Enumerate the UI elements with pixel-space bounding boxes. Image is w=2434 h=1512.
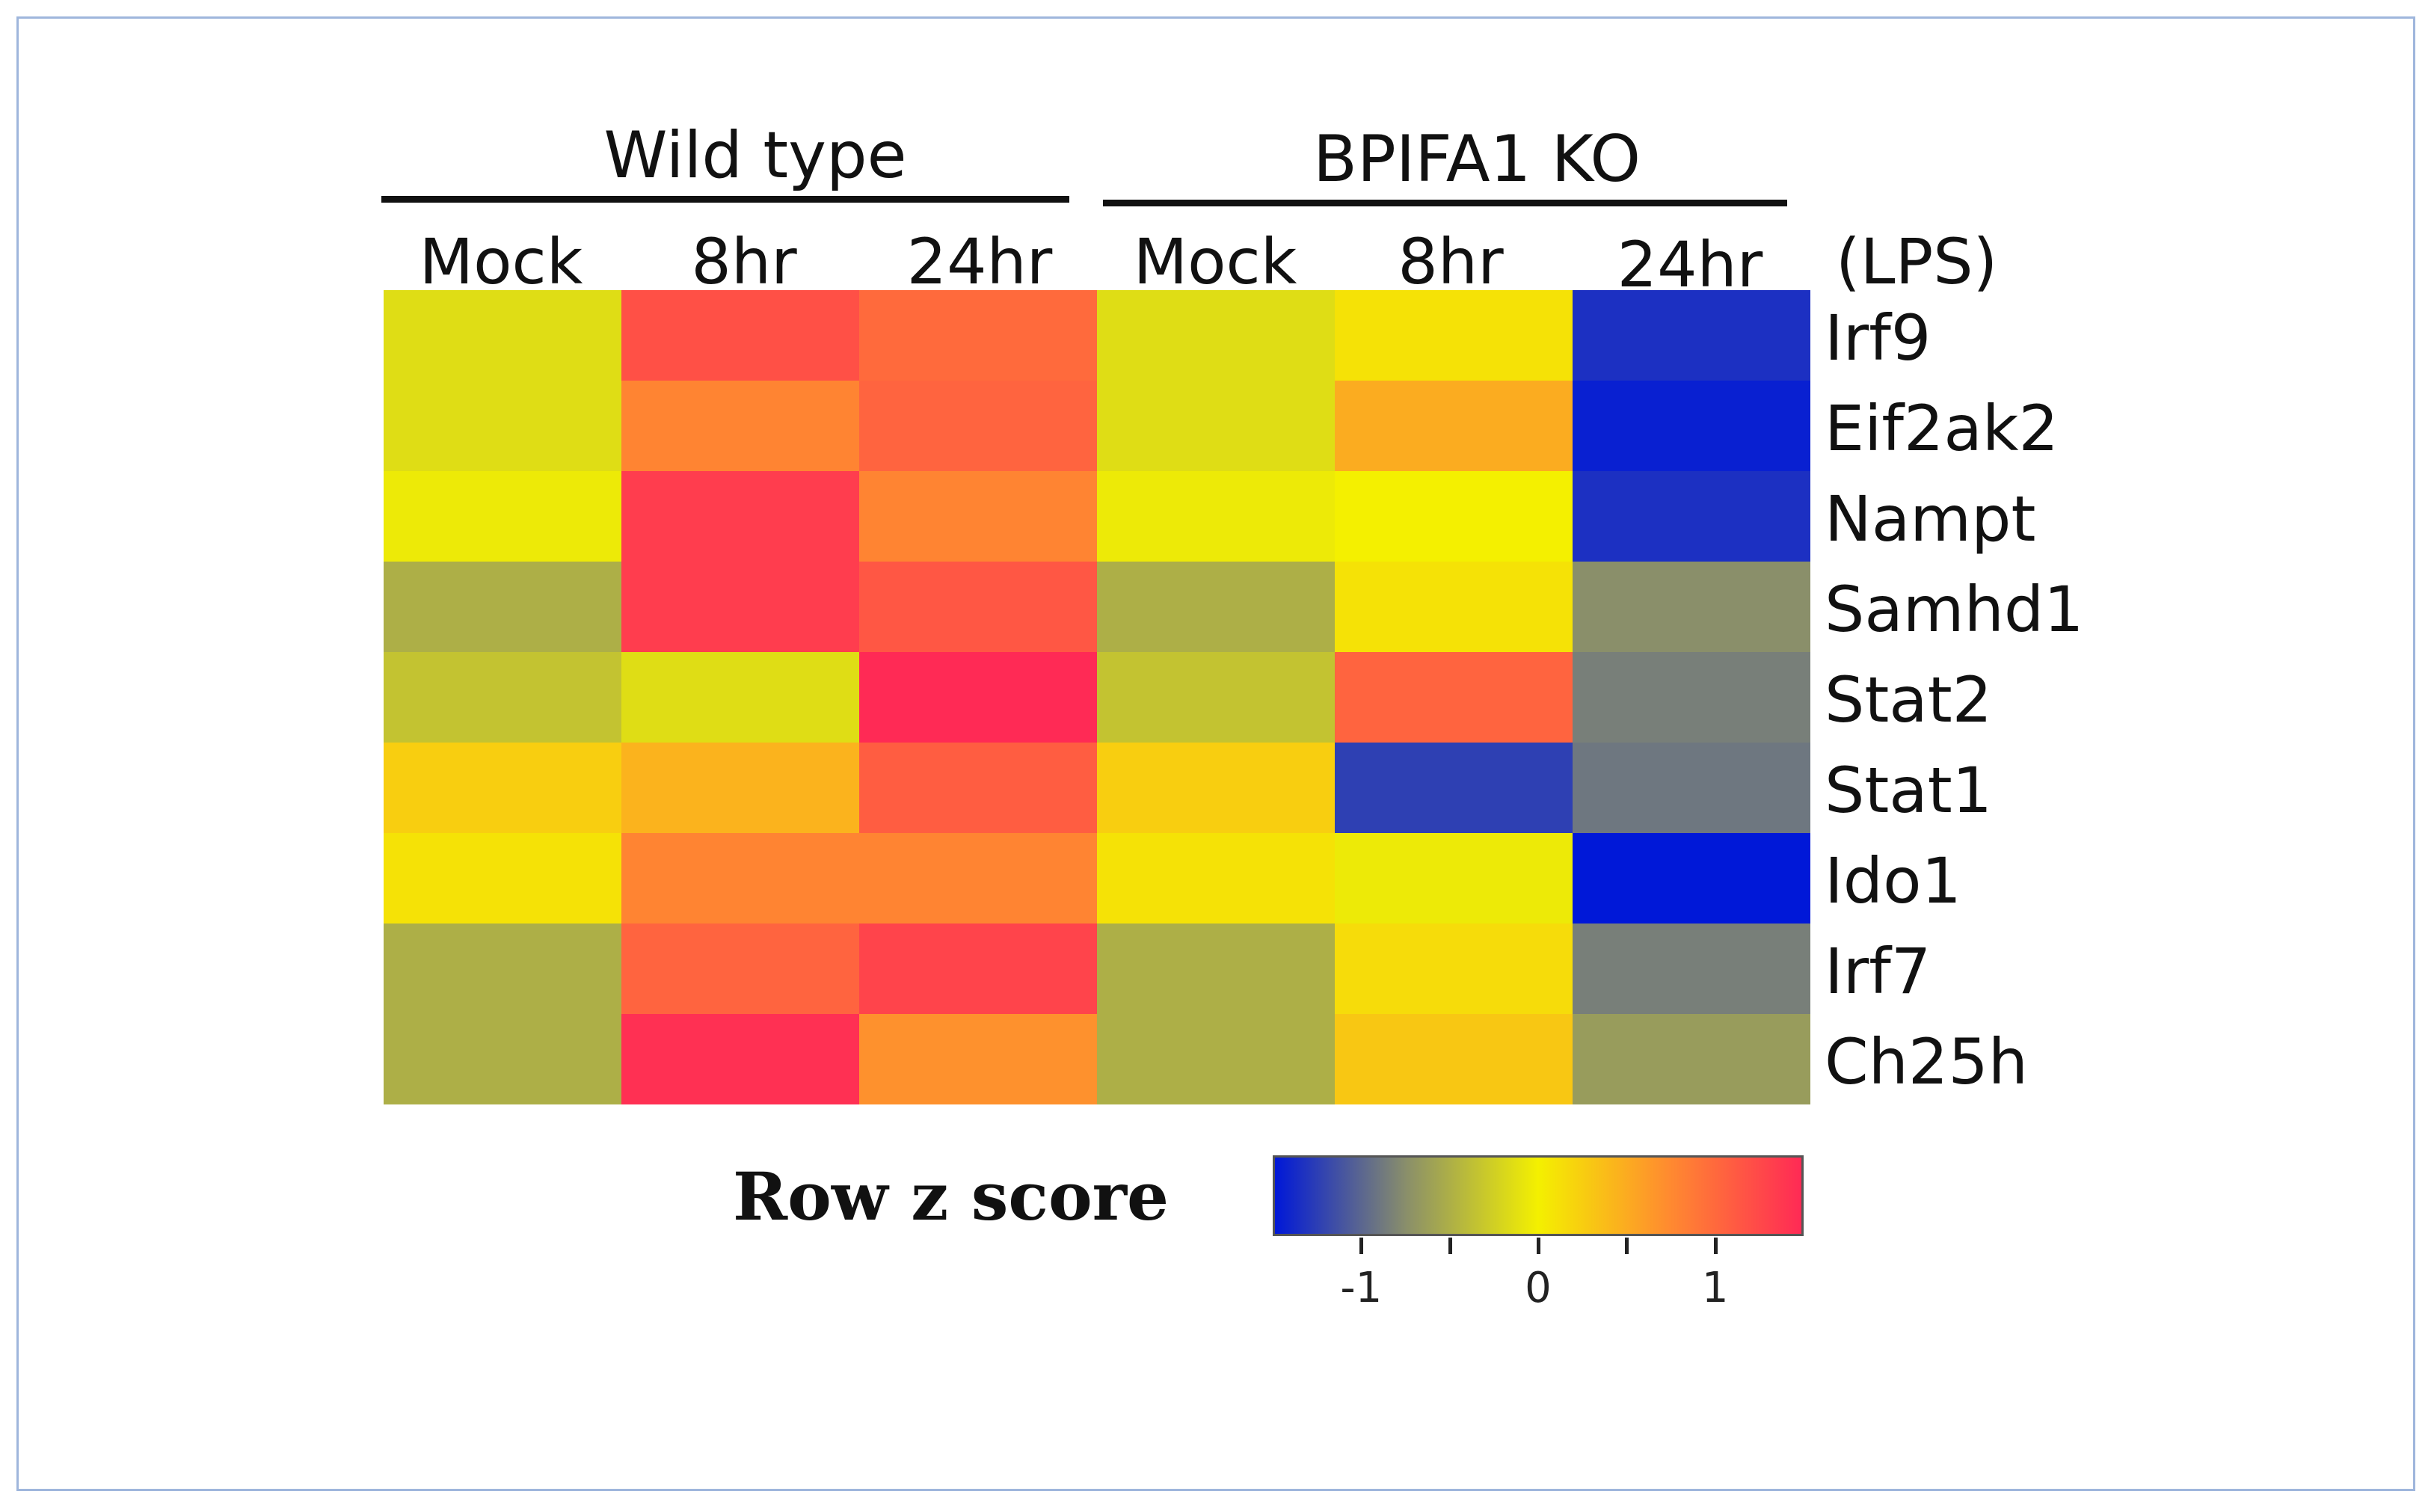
figure-frame [16, 16, 2415, 1491]
colorbar-tick [1713, 1238, 1718, 1254]
group-line-bpifa1-ko [1103, 200, 1787, 206]
heatmap-cell-stat2-5 [1573, 652, 1810, 743]
heatmap-cell-eif2ak2-4 [1335, 381, 1573, 471]
row-label-irf9: Irf9 [1825, 301, 1931, 375]
heatmap-cell-stat1-0 [384, 743, 621, 833]
row-label-ido1: Ido1 [1825, 844, 1961, 918]
heatmap-cell-ido1-0 [384, 833, 621, 924]
heatmap-cell-samhd1-5 [1573, 562, 1810, 652]
heatmap-cell-nampt-5 [1573, 471, 1810, 562]
colorbar-title: Row z score [733, 1158, 1169, 1235]
colorbar-tick [1448, 1238, 1452, 1254]
group-line-wild-type [381, 196, 1069, 203]
heatmap-cell-ch25h-4 [1335, 1014, 1573, 1104]
row-label-nampt: Nampt [1825, 482, 2036, 556]
column-label-ko-mock: Mock [1133, 225, 1297, 298]
heatmap-cell-stat2-4 [1335, 652, 1573, 743]
heatmap-cell-stat1-3 [1097, 743, 1335, 833]
heatmap-cell-stat2-0 [384, 652, 621, 743]
heatmap-cell-irf9-4 [1335, 290, 1573, 381]
heatmap-cell-irf7-4 [1335, 924, 1573, 1014]
heatmap-cell-nampt-4 [1335, 471, 1573, 562]
heatmap-cell-stat1-2 [859, 743, 1097, 833]
heatmap-cell-irf7-2 [859, 924, 1097, 1014]
column-label-wt-mock: Mock [419, 225, 583, 298]
row-label-stat2: Stat2 [1825, 663, 1993, 737]
heatmap-cell-ido1-1 [621, 833, 859, 924]
heatmap-cell-irf7-5 [1573, 924, 1810, 1014]
colorbar-gradient [1273, 1155, 1804, 1236]
heatmap-cell-irf7-3 [1097, 924, 1335, 1014]
colorbar-tick [1537, 1238, 1540, 1254]
colorbar-tick [1359, 1238, 1364, 1254]
heatmap-cell-nampt-3 [1097, 471, 1335, 562]
heatmap-cell-irf7-0 [384, 924, 621, 1014]
heatmap-cell-ido1-3 [1097, 833, 1335, 924]
column-label-ko-8hr: 8hr [1398, 225, 1504, 298]
heatmap-cell-samhd1-3 [1097, 562, 1335, 652]
heatmap-cell-ido1-5 [1573, 833, 1810, 924]
heatmap-cell-samhd1-0 [384, 562, 621, 652]
heatmap-cell-nampt-2 [859, 471, 1097, 562]
column-label-ko-24hr: 24hr [1617, 228, 1763, 301]
heatmap-cell-irf7-1 [621, 924, 859, 1014]
heatmap-cell-stat2-1 [621, 652, 859, 743]
column-axis-label-lps: (LPS) [1836, 225, 1998, 298]
group-label-bpifa1-ko: BPIFA1 KO [1312, 122, 1641, 197]
colorbar-tick-label: 0 [1525, 1264, 1552, 1312]
colorbar-tick-label: 1 [1701, 1264, 1729, 1312]
heatmap-cell-irf9-5 [1573, 290, 1810, 381]
colorbar-tick [1625, 1238, 1629, 1254]
heatmap-cell-stat2-3 [1097, 652, 1335, 743]
heatmap-cell-eif2ak2-3 [1097, 381, 1335, 471]
heatmap-cell-ido1-4 [1335, 833, 1573, 924]
row-label-eif2ak2: Eif2ak2 [1825, 392, 2059, 465]
heatmap-cell-samhd1-1 [621, 562, 859, 652]
heatmap-cell-irf9-3 [1097, 290, 1335, 381]
heatmap-cell-stat2-2 [859, 652, 1097, 743]
heatmap-cell-eif2ak2-1 [621, 381, 859, 471]
heatmap-cell-irf9-1 [621, 290, 859, 381]
colorbar-tick-label: -1 [1340, 1264, 1383, 1312]
heatmap-cell-samhd1-2 [859, 562, 1097, 652]
heatmap-cell-stat1-4 [1335, 743, 1573, 833]
heatmap-cell-irf9-2 [859, 290, 1097, 381]
row-label-ch25h: Ch25h [1825, 1025, 2029, 1098]
heatmap-cell-samhd1-4 [1335, 562, 1573, 652]
heatmap-cell-stat1-5 [1573, 743, 1810, 833]
heatmap-cell-ch25h-3 [1097, 1014, 1335, 1104]
heatmap-cell-nampt-1 [621, 471, 859, 562]
heatmap-cell-nampt-0 [384, 471, 621, 562]
heatmap-cell-ch25h-2 [859, 1014, 1097, 1104]
row-label-irf7: Irf7 [1825, 935, 1931, 1008]
heatmap-cell-ch25h-0 [384, 1014, 621, 1104]
row-label-samhd1: Samhd1 [1825, 573, 2084, 646]
row-label-stat1: Stat1 [1825, 754, 1993, 827]
heatmap-cell-eif2ak2-0 [384, 381, 621, 471]
group-label-wild-type: Wild type [603, 118, 907, 193]
heatmap-cell-ch25h-5 [1573, 1014, 1810, 1104]
heatmap-cell-ch25h-1 [621, 1014, 859, 1104]
heatmap-cell-eif2ak2-2 [859, 381, 1097, 471]
heatmap-cell-irf9-0 [384, 290, 621, 381]
heatmap-cell-stat1-1 [621, 743, 859, 833]
heatmap-cell-eif2ak2-5 [1573, 381, 1810, 471]
column-label-wt-8hr: 8hr [691, 225, 797, 298]
heatmap-cell-ido1-2 [859, 833, 1097, 924]
column-label-wt-24hr: 24hr [906, 225, 1053, 298]
